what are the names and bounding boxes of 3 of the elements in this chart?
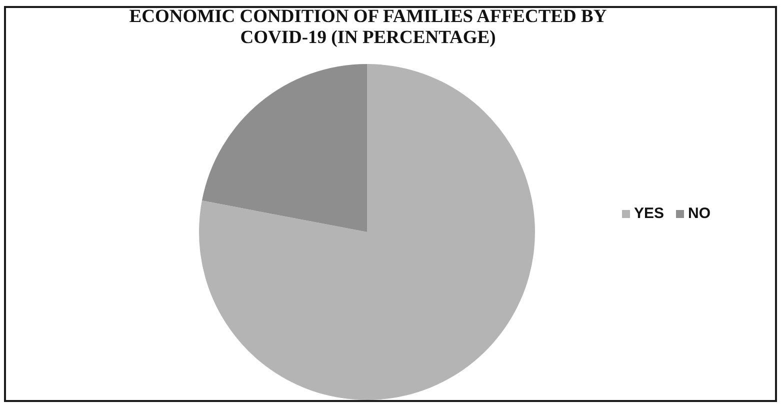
legend-label: NO [688,205,711,222]
legend-label: YES [634,205,664,222]
chart-title: ECONOMIC CONDITION OF FAMILIES AFFECTED BY COVID-19 (IN PERCENTAGE) [128,7,608,49]
